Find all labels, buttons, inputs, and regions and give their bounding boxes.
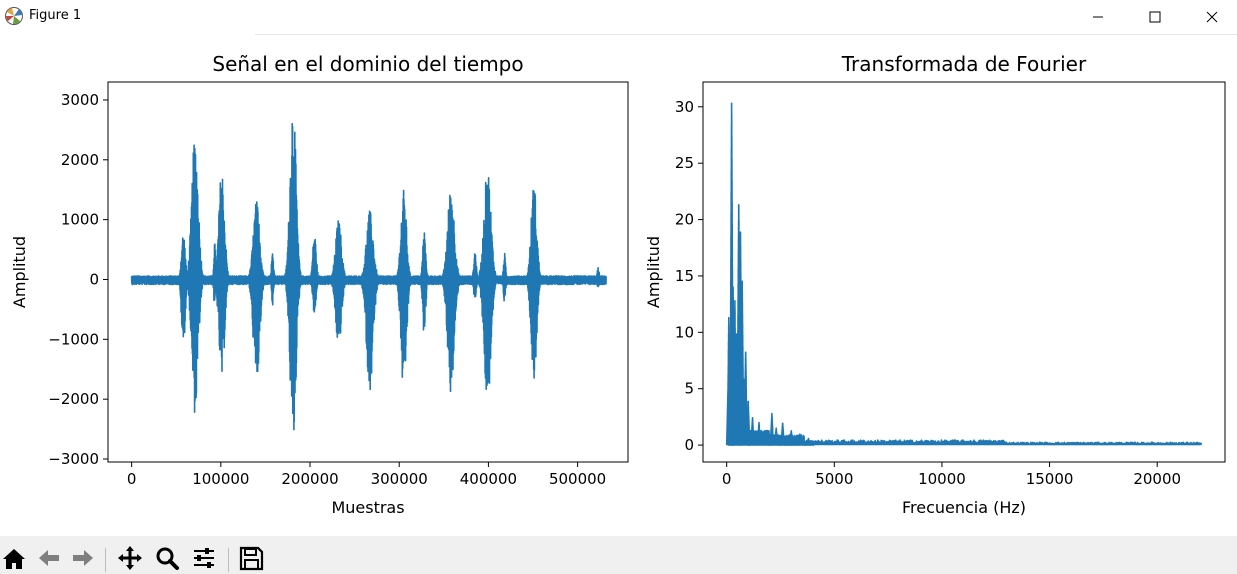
time-domain-ylabel: Amplitud xyxy=(10,236,29,308)
x-tick-label: 500000 xyxy=(549,470,606,488)
fourier-y-ticks: 30 25 20 15 10 5 0 xyxy=(675,98,703,454)
y-tick-label: 0 xyxy=(684,436,694,454)
x-tick-label: 15000 xyxy=(1026,470,1074,488)
x-tick-label: 200000 xyxy=(281,470,338,488)
y-tick-label: 20 xyxy=(675,211,694,229)
save-floppy-icon xyxy=(239,546,264,571)
x-tick-label: 0 xyxy=(722,470,732,488)
x-tick-label: 10000 xyxy=(918,470,966,488)
titlebar-divider xyxy=(255,34,1237,35)
maximize-button[interactable] xyxy=(1132,0,1178,34)
pan-move-icon xyxy=(118,546,142,570)
y-tick-label: 30 xyxy=(675,98,694,116)
x-tick-label: 400000 xyxy=(460,470,517,488)
x-tick-label: 0 xyxy=(127,470,137,488)
fourier-xlabel: Frecuencia (Hz) xyxy=(902,498,1026,517)
fourier-x-ticks: 0 5000 10000 15000 20000 xyxy=(722,462,1181,488)
home-button[interactable] xyxy=(0,544,28,572)
x-tick-label: 300000 xyxy=(371,470,428,488)
forward-button[interactable] xyxy=(69,544,97,572)
y-tick-label: 25 xyxy=(675,154,694,172)
figure-canvas[interactable]: Señal en el dominio del tiempo 0 100000 20… xyxy=(0,35,1237,536)
y-tick-label: −3000 xyxy=(48,450,99,468)
minimize-button[interactable] xyxy=(1075,0,1121,34)
close-icon xyxy=(1206,11,1218,23)
y-tick-label: 2000 xyxy=(61,151,99,169)
x-tick-label: 5000 xyxy=(815,470,853,488)
y-tick-label: −1000 xyxy=(48,330,99,348)
back-arrow-icon xyxy=(39,550,59,566)
configure-subplots-icon xyxy=(194,548,214,568)
maximize-icon xyxy=(1149,11,1161,23)
toolbar-separator xyxy=(105,548,106,572)
time-domain-axes-frame xyxy=(107,81,629,463)
time-domain-xlabel: Muestras xyxy=(331,498,404,517)
time-domain-y-ticks: 3000 2000 1000 0 −1000 −2000 −3000 xyxy=(48,91,108,468)
time-domain-x-ticks: 0 100000 200000 300000 400000 500000 xyxy=(127,462,606,488)
back-button[interactable] xyxy=(35,544,63,572)
navigation-toolbar xyxy=(0,536,1237,574)
fourier-series xyxy=(725,102,1203,446)
configure-subplots-button[interactable] xyxy=(190,544,218,572)
zoom-magnifier-icon xyxy=(156,547,179,570)
minimize-icon xyxy=(1093,16,1103,18)
x-tick-label: 20000 xyxy=(1133,470,1181,488)
y-tick-label: 10 xyxy=(675,323,694,341)
fourier-title: Transformada de Fourier xyxy=(841,52,1087,76)
y-tick-label: 3000 xyxy=(61,91,99,109)
pan-button[interactable] xyxy=(116,544,144,572)
y-tick-label: 5 xyxy=(684,380,694,398)
close-button[interactable] xyxy=(1189,0,1235,34)
time-domain-subplot: Señal en el dominio del tiempo 0 100000 20… xyxy=(10,52,629,517)
home-icon xyxy=(3,549,25,569)
y-tick-label: 1000 xyxy=(61,211,99,229)
matplotlib-logo-icon xyxy=(4,6,24,26)
zoom-button[interactable] xyxy=(153,544,181,572)
fourier-ylabel: Amplitud xyxy=(644,236,663,308)
save-button[interactable] xyxy=(237,544,265,572)
fourier-axes-frame xyxy=(702,81,1226,463)
y-tick-label: 0 xyxy=(89,270,99,288)
y-tick-label: 15 xyxy=(675,267,694,285)
y-tick-label: −2000 xyxy=(48,390,99,408)
window-titlebar: Figure 1 xyxy=(0,0,1237,35)
figure-svg: Señal en el dominio del tiempo 0 100000 20… xyxy=(10,52,1226,517)
fourier-subplot: Transformada de Fourier 0 5000 10000 15000 2… xyxy=(644,52,1226,517)
toolbar-separator xyxy=(228,548,229,572)
window-title: Figure 1 xyxy=(29,8,82,23)
fourier-spectrum-line xyxy=(725,102,1203,446)
forward-arrow-icon xyxy=(73,550,93,566)
time-domain-series xyxy=(130,122,607,431)
time-domain-title: Señal en el dominio del tiempo xyxy=(212,52,523,76)
x-tick-label: 100000 xyxy=(192,470,249,488)
time-domain-signal-line xyxy=(130,122,607,431)
